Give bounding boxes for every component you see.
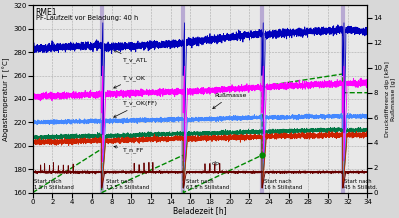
Text: T_v_PF: T_v_PF [268,130,297,136]
Y-axis label: Druckdifferenz dip [kPa]
Rußmasse [g]: Druckdifferenz dip [kPa] Rußmasse [g] [385,61,396,137]
Y-axis label: Abgastemperatur T [°C]: Abgastemperatur T [°C] [3,57,10,141]
Text: T_n_FF: T_n_FF [114,146,145,153]
X-axis label: Beladezeit [h]: Beladezeit [h] [173,206,227,215]
Text: RME1: RME1 [36,8,57,17]
Text: Start nach
67,5 h Stillstand: Start nach 67,5 h Stillstand [186,179,229,190]
Text: Start nach
45 h Stillstd.: Start nach 45 h Stillstd. [344,179,377,190]
Text: dp: dp [212,161,220,166]
Text: Start nach
16 h Stillstand: Start nach 16 h Stillstand [264,179,302,190]
Text: Start nach
1,5 h Stillstand: Start nach 1,5 h Stillstand [34,179,74,190]
Text: T_v_OK(FF): T_v_OK(FF) [114,101,158,117]
Text: Start nach
12,5 h Stillstand: Start nach 12,5 h Stillstand [106,179,149,190]
Text: PF-Laufzeit vor Beladung: 40 h: PF-Laufzeit vor Beladung: 40 h [36,15,138,21]
Text: Rußmasse: Rußmasse [213,93,247,109]
Text: T_v_OK: T_v_OK [114,75,146,88]
Text: T_v_ATL: T_v_ATL [114,50,148,63]
